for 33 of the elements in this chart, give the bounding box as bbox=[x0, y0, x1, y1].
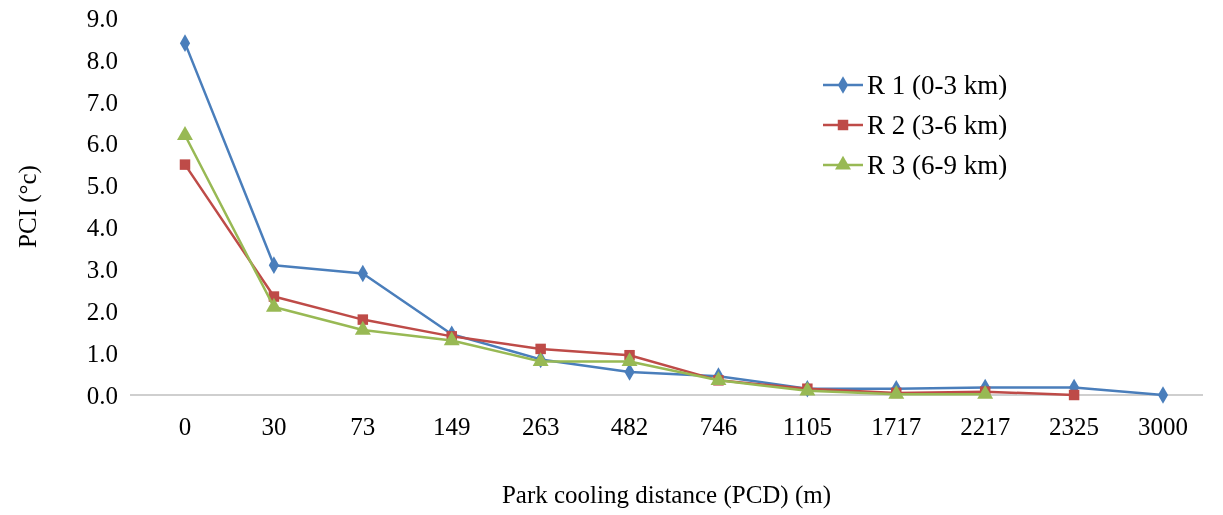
x-tick-label: 2325 bbox=[1049, 413, 1100, 440]
legend-label: R 1 (0-3 km) bbox=[867, 70, 1008, 101]
y-axis-title: PCI (°c) bbox=[14, 165, 42, 248]
x-tick-label: 0 bbox=[178, 413, 192, 440]
x-tick-label: 3000 bbox=[1138, 413, 1188, 440]
point bbox=[443, 331, 460, 346]
point bbox=[357, 314, 369, 325]
y-tick-label: 4.0 bbox=[86, 214, 118, 242]
x-tick-label: 746 bbox=[699, 413, 738, 440]
y-tick-label: 3.0 bbox=[86, 256, 118, 284]
y-tick-label: 5.0 bbox=[86, 172, 118, 200]
x-tick-label: 1105 bbox=[782, 413, 832, 440]
y-tick-label: 1.0 bbox=[86, 339, 118, 367]
point bbox=[1068, 389, 1080, 401]
point bbox=[621, 352, 638, 367]
legend-label: R 3 (6-9 km) bbox=[867, 150, 1008, 181]
y-tick-label: 7.0 bbox=[86, 88, 118, 116]
y-tick-label: 6.0 bbox=[86, 130, 118, 158]
x-tick-label: 482 bbox=[610, 413, 649, 440]
y-tick-label: 9.0 bbox=[86, 4, 118, 32]
x-tick-label: 30 bbox=[261, 413, 287, 440]
x-tick-label: 1717 bbox=[871, 413, 922, 440]
x-tick-label: 73 bbox=[350, 413, 376, 440]
x-tick-label: 149 bbox=[432, 413, 471, 440]
y-tick-label: 8.0 bbox=[86, 46, 118, 74]
x-tick-label: 2217 bbox=[960, 413, 1011, 440]
x-axis-title: Park cooling distance (PCD) (m) bbox=[501, 481, 832, 509]
x-tick-label: 263 bbox=[521, 413, 560, 440]
legend-label: R 2 (3-6 km) bbox=[867, 110, 1008, 141]
y-tick-label: 0.0 bbox=[86, 381, 118, 409]
point bbox=[535, 343, 546, 355]
point bbox=[179, 159, 191, 170]
y-tick-label: 2.0 bbox=[86, 297, 118, 325]
